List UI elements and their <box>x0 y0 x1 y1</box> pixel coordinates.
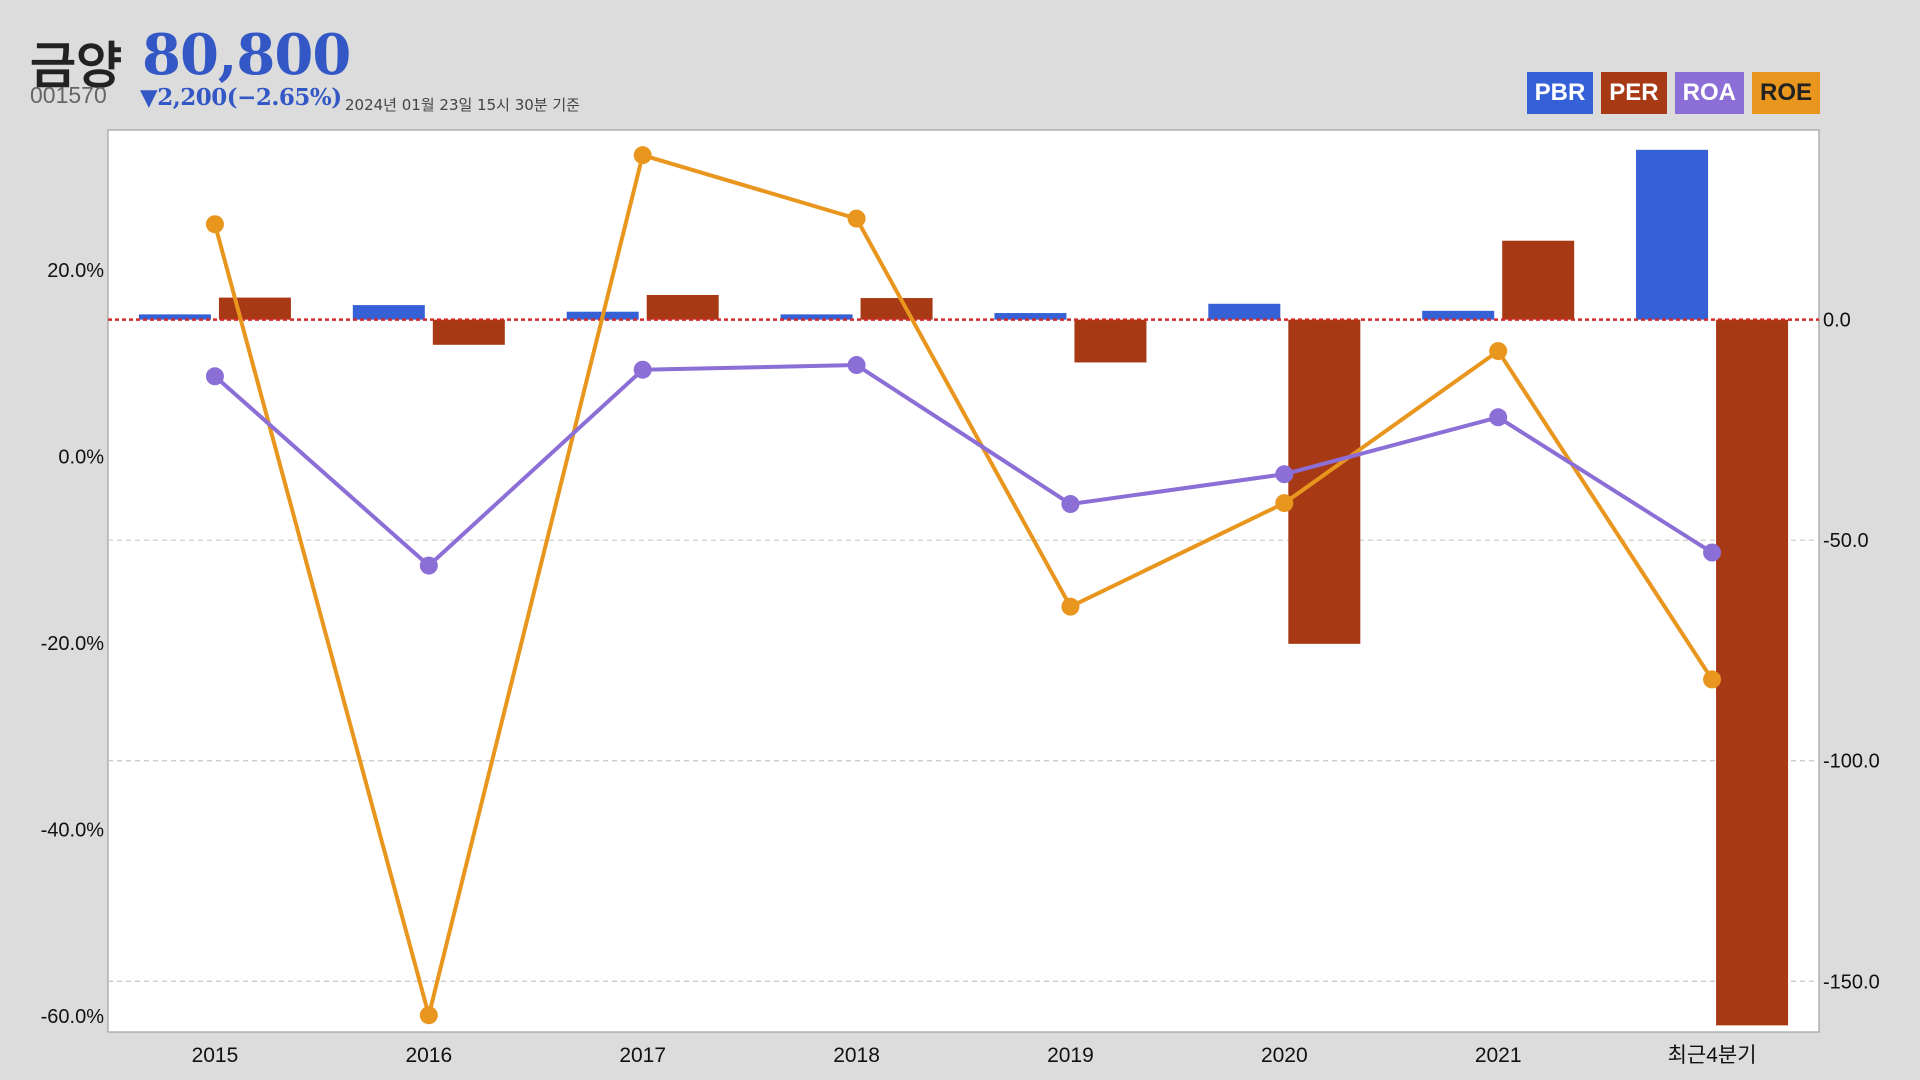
timestamp: 2024년 01월 23일 15시 30분 기준 <box>345 96 580 114</box>
per-bar <box>1716 319 1789 1026</box>
stock-code: 001570 <box>30 82 107 108</box>
per-bar <box>1502 240 1575 320</box>
per-bar <box>432 319 505 345</box>
x-axis-tick: 2017 <box>619 1044 666 1067</box>
roe-point <box>1703 670 1722 689</box>
roe-line <box>213 153 1714 1018</box>
stock-header: 금양 80,800 001570 ▼2,200(−2.65%) 2024년 01… <box>30 18 930 118</box>
per-bar <box>218 297 291 320</box>
roe-point <box>633 146 652 165</box>
roe-point <box>419 1006 438 1025</box>
right-axis-tick: -100.0 <box>1823 751 1880 773</box>
left-axis-tick: 0.0% <box>58 446 104 468</box>
legend-roe: ROE <box>1751 72 1820 114</box>
x-axis-tick: 최근4분기 <box>1668 1044 1757 1067</box>
per-bar <box>646 294 719 320</box>
x-axis-tick: 2020 <box>1261 1044 1308 1067</box>
roe-point <box>1489 342 1508 361</box>
pbr-bar <box>138 314 211 320</box>
pbr-bar <box>1422 310 1495 320</box>
pbr-bar <box>994 313 1067 320</box>
stock-name: 금양 <box>30 37 122 95</box>
left-axis-tick: -40.0% <box>41 820 105 842</box>
roa-point <box>1061 495 1080 514</box>
pbr-bar <box>1208 303 1281 320</box>
pbr-bar <box>1636 149 1709 320</box>
x-axis-tick: 2016 <box>405 1044 452 1067</box>
roe-point <box>1275 494 1294 513</box>
per-bar <box>1074 319 1147 363</box>
roa-line <box>213 363 1714 568</box>
legend-roa: ROA <box>1674 72 1744 114</box>
pbr-bar <box>780 314 853 320</box>
roa-point <box>847 356 866 375</box>
roa-point <box>419 556 438 575</box>
x-axis-tick: 2018 <box>833 1044 880 1067</box>
roa-point <box>1275 465 1294 484</box>
left-axis-tick: -60.0% <box>41 1006 105 1028</box>
per-bar <box>1288 319 1361 644</box>
price-change: ▼2,200(−2.65%) <box>140 84 342 111</box>
legend-pbr: PBR <box>1526 72 1594 114</box>
roe-point <box>205 215 224 234</box>
roe-point <box>1061 597 1080 616</box>
left-axis-tick: 20.0% <box>47 260 104 282</box>
left-axis-tick: -20.0% <box>41 633 105 655</box>
x-axis-tick: 2021 <box>1475 1044 1522 1067</box>
x-axis-tick: 2019 <box>1047 1044 1094 1067</box>
roa-point <box>1489 408 1508 427</box>
pbr-bar <box>352 305 425 320</box>
per-bar <box>860 298 933 320</box>
roe-point <box>847 209 866 228</box>
x-axis-tick: 2015 <box>192 1044 239 1067</box>
roa-point <box>633 360 652 379</box>
legend-per: PER <box>1601 72 1667 114</box>
roa-point <box>1703 543 1722 562</box>
chart-legend: PBR PER ROA ROE <box>1526 72 1820 114</box>
right-axis-tick: 0.0 <box>1823 310 1851 332</box>
right-axis-tick: -50.0 <box>1823 530 1869 552</box>
roa-point <box>205 367 224 386</box>
stock-price: 80,800 <box>142 22 351 88</box>
right-axis-tick: -150.0 <box>1823 971 1880 993</box>
